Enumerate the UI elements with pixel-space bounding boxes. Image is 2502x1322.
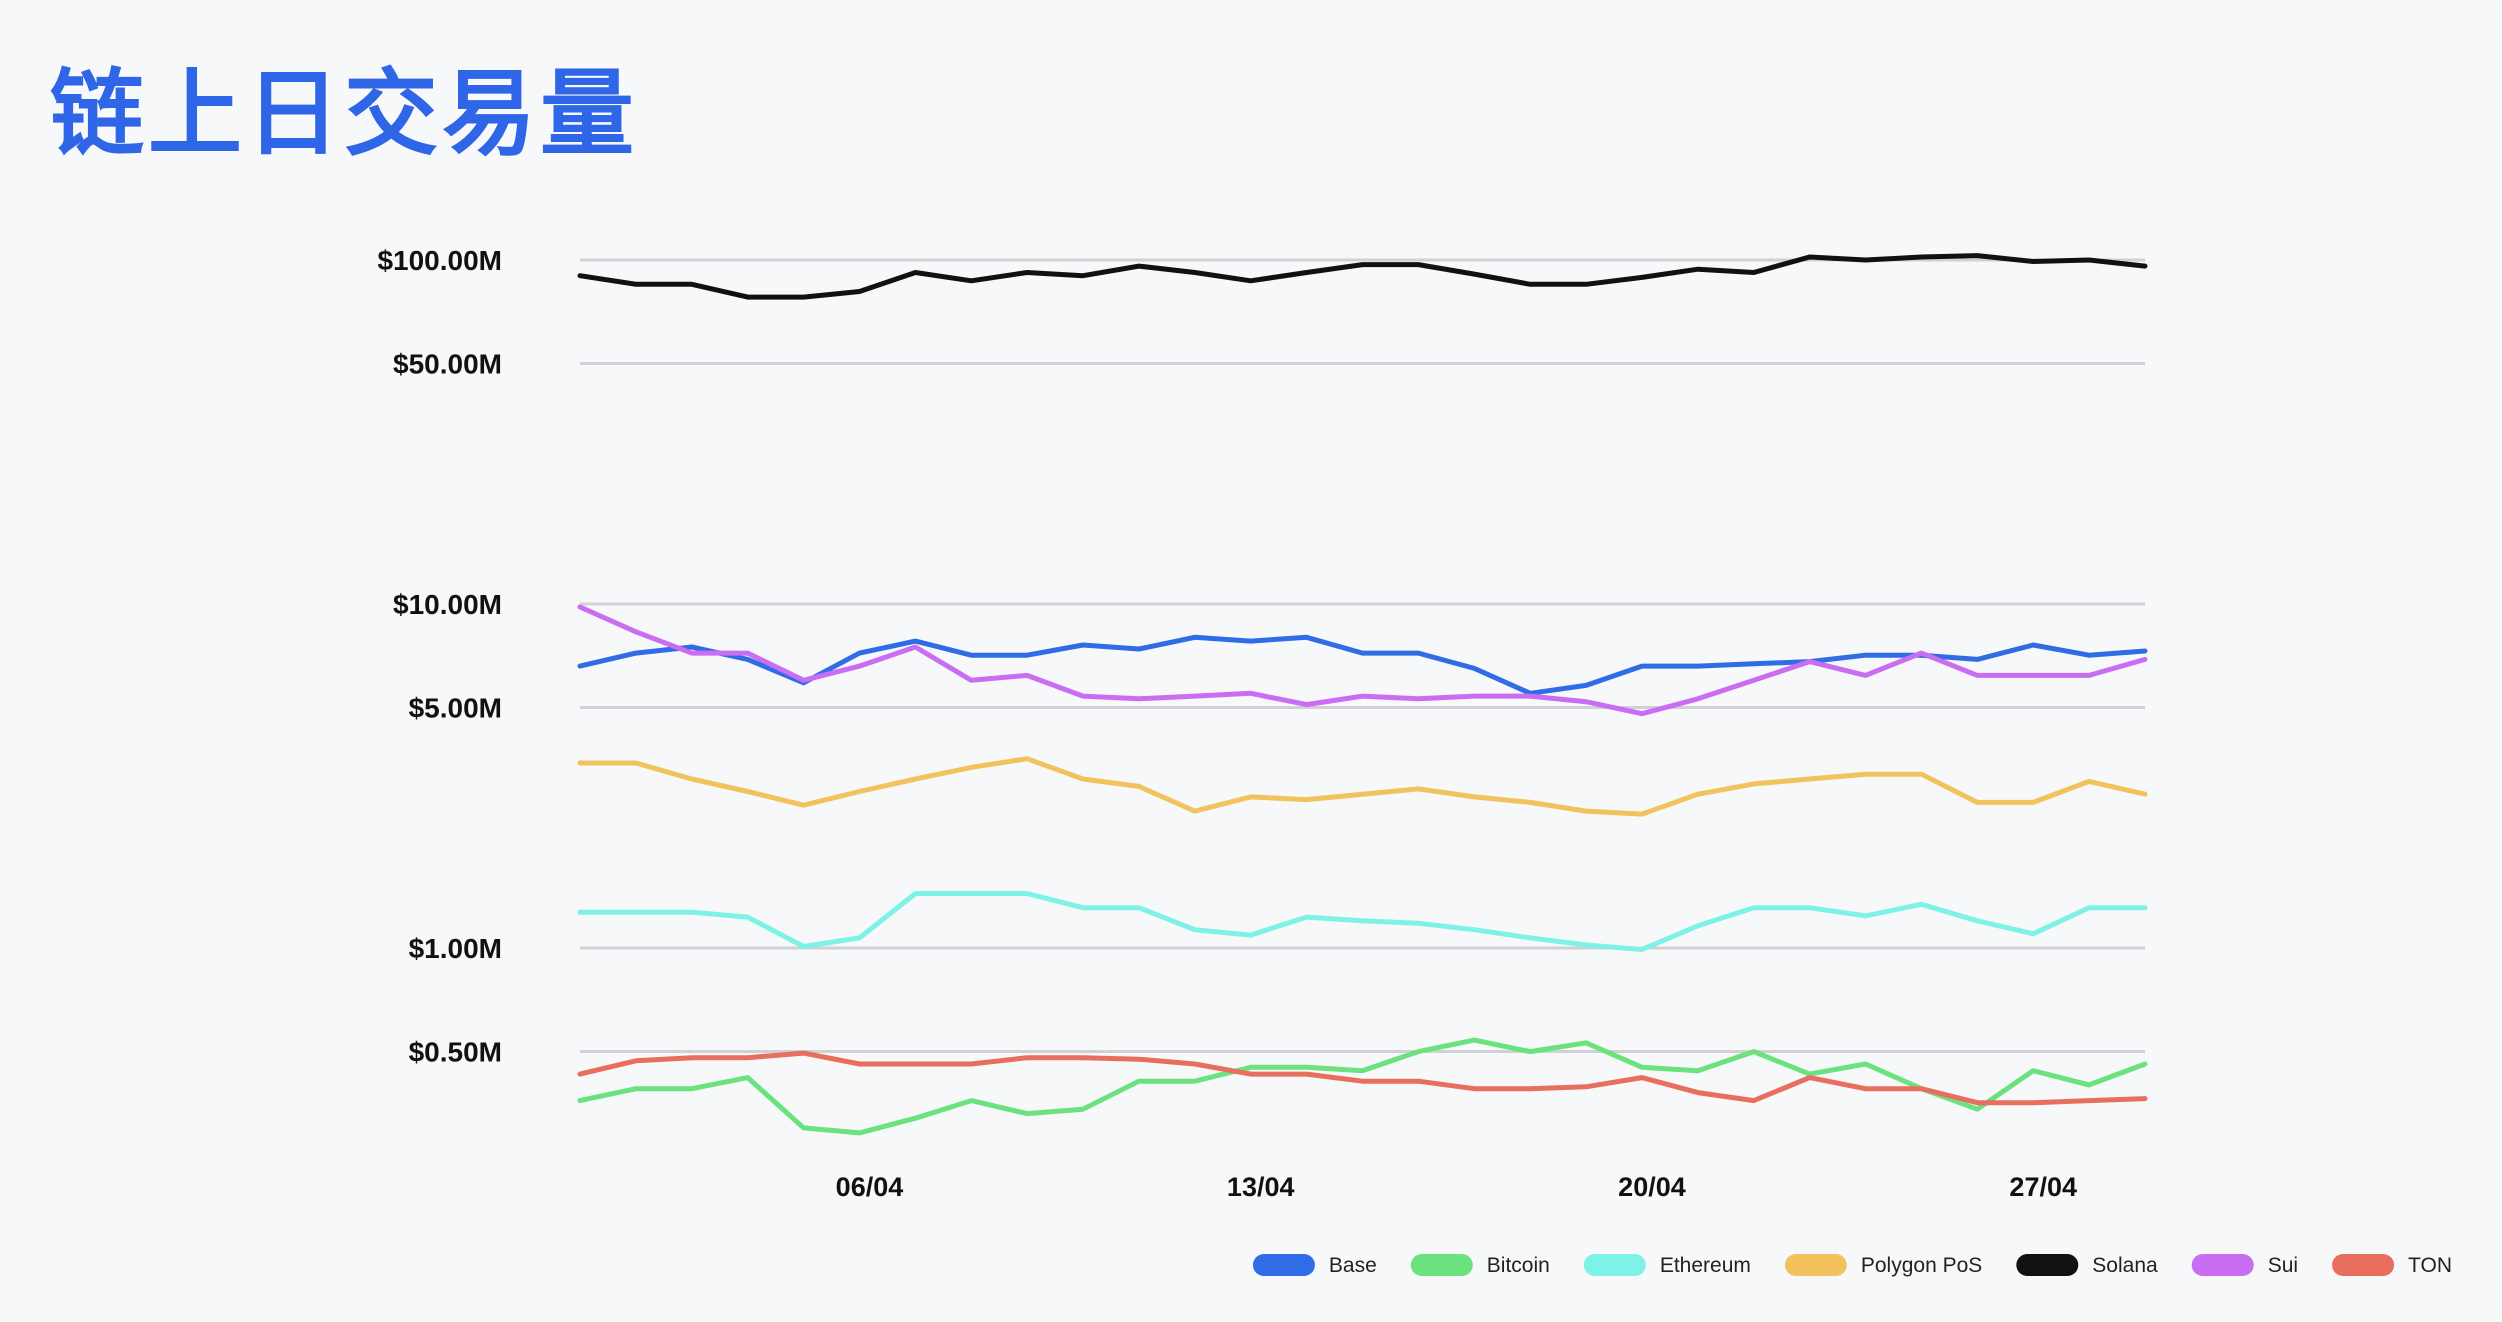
y-tick-labels: $100.00M $50.00M $10.00M $5.00M $1.00M $0.50M [377,245,502,1068]
legend-item-ethereum[interactable]: Ethereum [1583,1254,1751,1277]
x-tick-label: 13/04 [1227,1172,1295,1202]
legend-label: Ethereum [1660,1254,1751,1277]
legend-swatch [1784,1254,1847,1276]
series-line-solana [577,253,2148,300]
legend-swatch [1410,1254,1473,1276]
legend-swatch [2191,1254,2254,1276]
x-tick-labels: 06/04 13/04 20/04 27/04 [836,1172,2077,1202]
y-tick-label: $10.00M [393,589,502,620]
series-line-sui [577,604,2148,717]
series-line-polygon-pos [577,756,2148,817]
x-tick-label: 06/04 [836,1172,904,1202]
legend-label: Polygon PoS [1861,1254,1982,1277]
grid-layer [580,258,2145,1054]
series-line-base [577,634,2148,696]
legend-label: Base [1329,1254,1377,1277]
series-layer [577,253,2148,1136]
series-line-ton [577,1050,2148,1106]
legend-label: Sui [2268,1254,2298,1277]
legend-swatch [1583,1254,1646,1276]
legend-label: TON [2408,1254,2452,1277]
legend-item-sui[interactable]: Sui [2191,1254,2298,1277]
series-line-bitcoin [577,1037,2148,1136]
x-tick-label: 27/04 [2009,1172,2077,1202]
y-tick-label: $5.00M [409,693,502,724]
legend-swatch [1252,1254,1315,1276]
y-tick-label: $0.50M [409,1037,502,1068]
x-tick-label: 20/04 [1618,1172,1686,1202]
legend-item-ton[interactable]: TON [2332,1254,2452,1277]
legend: Base Bitcoin Ethereum Polygon PoS Solana Sui T… [1252,1254,2452,1277]
y-tick-label: $100.00M [377,245,502,276]
y-tick-label: $50.00M [393,349,502,380]
legend-swatch [2332,1254,2395,1276]
legend-item-solana[interactable]: Solana [2016,1254,2158,1277]
legend-item-polygon-pos[interactable]: Polygon PoS [1784,1254,1982,1277]
legend-item-base[interactable]: Base [1252,1254,1377,1277]
legend-label: Bitcoin [1487,1254,1550,1277]
y-tick-label: $1.00M [409,933,502,964]
chart-title: 链上日交易量 [50,60,639,169]
legend-item-bitcoin[interactable]: Bitcoin [1410,1254,1550,1277]
legend-swatch [2016,1254,2079,1276]
series-line-ethereum [577,891,2148,952]
legend-label: Solana [2092,1254,2158,1277]
